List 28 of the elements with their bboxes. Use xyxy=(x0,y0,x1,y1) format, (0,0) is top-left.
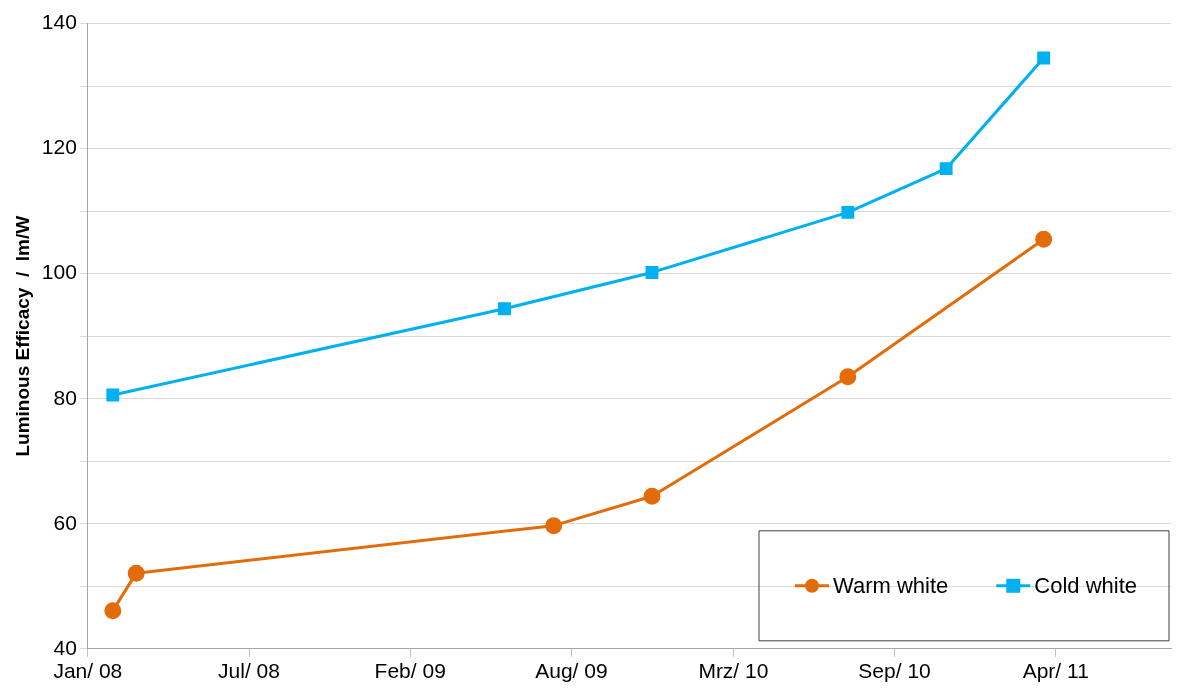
x-tick-label: Feb/ 09 xyxy=(374,659,446,683)
y-tick-label: 100 xyxy=(41,260,77,284)
point xyxy=(645,265,659,279)
point xyxy=(643,487,661,505)
point xyxy=(839,368,857,386)
point xyxy=(841,205,855,219)
y-tick-label: 140 xyxy=(41,10,77,34)
point xyxy=(127,564,145,582)
x-tick-label: Aug/ 09 xyxy=(535,659,608,683)
y-tick-label: 60 xyxy=(53,510,77,534)
point xyxy=(1037,51,1051,65)
point xyxy=(939,162,953,176)
legend-label: Warm white xyxy=(832,572,949,598)
point xyxy=(1035,230,1053,248)
x-tick-label: Mrz/ 10 xyxy=(698,659,769,683)
y-tick-label: 120 xyxy=(41,135,77,159)
x-tick-label: Jul/ 08 xyxy=(218,659,280,683)
point xyxy=(104,602,122,620)
x-tick-label: Sep/ 10 xyxy=(858,659,931,683)
x-tick-label: Jan/ 08 xyxy=(53,659,123,683)
y-axis-title: Luminous Efficacy / lm/W xyxy=(11,215,33,457)
point xyxy=(106,388,120,402)
y-tick-label: 80 xyxy=(53,385,77,409)
legend-label: Cold white xyxy=(1034,572,1137,598)
x-tick-label: Apr/ 11 xyxy=(1022,659,1089,683)
point xyxy=(545,517,563,535)
point xyxy=(498,302,511,316)
y-tick-label: 40 xyxy=(53,635,77,659)
